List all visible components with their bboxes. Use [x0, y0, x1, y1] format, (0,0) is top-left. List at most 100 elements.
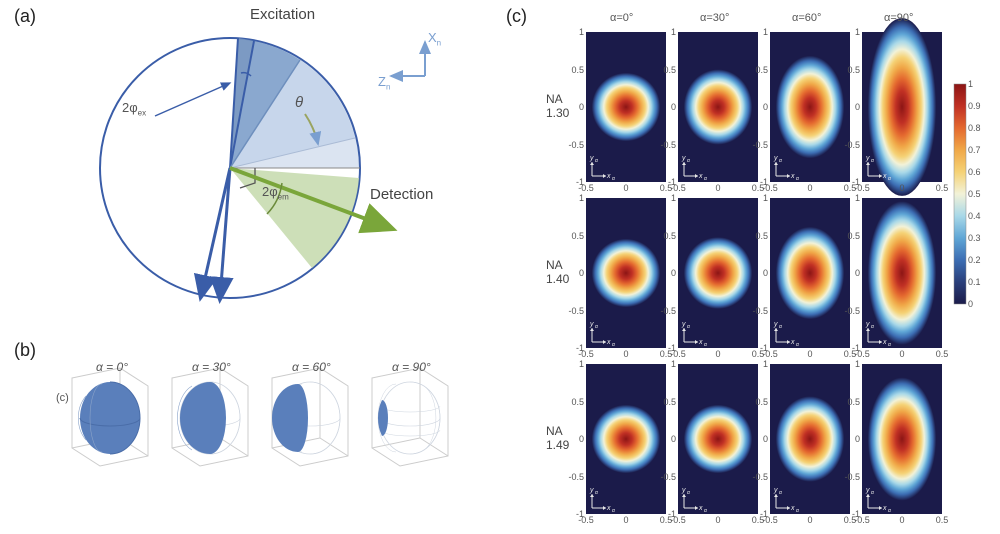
svg-text:x: x — [790, 339, 795, 346]
xtick: 0 — [800, 349, 820, 359]
colorbar-tick: 0 — [968, 299, 973, 309]
panel-b: (c) — [56, 360, 476, 520]
xtick: -0.5 — [668, 183, 688, 193]
svg-text:x: x — [606, 339, 611, 346]
axis-z-label: Zn — [378, 74, 390, 92]
panel-b-label: (b) — [14, 340, 36, 361]
ytick: 0 — [658, 102, 676, 112]
svg-text:α: α — [595, 324, 598, 330]
ytick: -0.5 — [750, 140, 768, 150]
ytick: 1 — [750, 359, 768, 369]
svg-text:α: α — [779, 324, 782, 330]
xtick: 0 — [708, 349, 728, 359]
ytick: 1 — [750, 27, 768, 37]
svg-text:α: α — [687, 158, 690, 164]
ytick: -0.5 — [566, 472, 584, 482]
svg-text:x: x — [698, 173, 703, 180]
figure-root: (a) Excitation — [0, 0, 1000, 534]
ytick: 0.5 — [842, 231, 860, 241]
col-2: α=60° — [792, 12, 821, 24]
colorbar-tick: 0.5 — [968, 189, 981, 199]
svg-text:y: y — [865, 321, 870, 328]
hemi-30 — [172, 368, 248, 466]
ytick: 0 — [566, 434, 584, 444]
xtick: 0 — [708, 183, 728, 193]
ytick: 1 — [566, 27, 584, 37]
xtick: 0 — [616, 349, 636, 359]
xtick: 0 — [892, 515, 912, 525]
ytick: 1 — [750, 193, 768, 203]
svg-text:y: y — [681, 155, 686, 162]
ytick: 1 — [658, 193, 676, 203]
xtick: -0.5 — [852, 515, 872, 525]
alpha-60: α = 60° — [292, 360, 331, 374]
svg-text:α: α — [612, 508, 615, 514]
ytick: 0.5 — [842, 65, 860, 75]
svg-text:α: α — [704, 342, 707, 348]
ytick: 0.5 — [750, 231, 768, 241]
svg-text:x: x — [606, 505, 611, 512]
colorbar-tick: 0.9 — [968, 101, 981, 111]
theta-label: θ — [295, 94, 303, 111]
svg-text:x: x — [882, 505, 887, 512]
ytick: 1 — [566, 193, 584, 203]
alpha-30: α = 30° — [192, 360, 231, 374]
xtick: -0.5 — [760, 349, 780, 359]
svg-text:α: α — [888, 176, 891, 182]
ytick: 0 — [750, 434, 768, 444]
colorbar-tick: 0.6 — [968, 167, 981, 177]
panel-b-inner-c: (c) — [56, 392, 69, 404]
ytick: 0.5 — [566, 65, 584, 75]
svg-text:α: α — [888, 508, 891, 514]
ytick: 0 — [658, 434, 676, 444]
colorbar-tick: 0.3 — [968, 233, 981, 243]
colorbar-tick: 0.8 — [968, 123, 981, 133]
ytick: 0 — [566, 102, 584, 112]
ytick: 0.5 — [842, 397, 860, 407]
ytick: 0 — [658, 268, 676, 278]
svg-text:y: y — [589, 487, 594, 494]
ytick: 0.5 — [566, 397, 584, 407]
colorbar-tick: 0.7 — [968, 145, 981, 155]
ytick: -0.5 — [842, 472, 860, 482]
alpha-90: α = 90° — [392, 360, 431, 374]
svg-text:y: y — [773, 155, 778, 162]
svg-text:α: α — [595, 158, 598, 164]
hemi-90 — [372, 368, 448, 466]
svg-text:x: x — [698, 505, 703, 512]
svg-text:y: y — [681, 487, 686, 494]
svg-text:α: α — [888, 342, 891, 348]
panel-b-svg — [56, 360, 476, 520]
xtick: -0.5 — [576, 349, 596, 359]
ytick: -0.5 — [658, 472, 676, 482]
xtick: -0.5 — [668, 349, 688, 359]
ytick: 0 — [842, 102, 860, 112]
svg-text:α: α — [704, 176, 707, 182]
col-1: α=30° — [700, 12, 729, 24]
ytick: -0.5 — [658, 140, 676, 150]
ytick: 0.5 — [658, 231, 676, 241]
hemi-0 — [72, 368, 148, 466]
svg-text:α: α — [871, 324, 874, 330]
ytick: 0 — [566, 268, 584, 278]
ytick: 0.5 — [750, 65, 768, 75]
col-0: α=0° — [610, 12, 633, 24]
svg-text:α: α — [796, 342, 799, 348]
colorbar-tick: 0.4 — [968, 211, 981, 221]
svg-text:α: α — [612, 176, 615, 182]
ytick: 0.5 — [566, 231, 584, 241]
svg-text:y: y — [589, 321, 594, 328]
colorbar-tick: 0.1 — [968, 277, 981, 287]
xtick: -0.5 — [576, 515, 596, 525]
ytick: 1 — [658, 27, 676, 37]
panel-c-label: (c) — [506, 6, 527, 27]
xtick: 0 — [708, 515, 728, 525]
ytick: 0.5 — [658, 65, 676, 75]
ytick: 1 — [658, 359, 676, 369]
xtick: -0.5 — [576, 183, 596, 193]
svg-text:x: x — [790, 505, 795, 512]
xtick: -0.5 — [760, 183, 780, 193]
phi-em-label: 2φem — [262, 184, 289, 202]
svg-text:α: α — [796, 508, 799, 514]
panel-a: Excitation — [60, 18, 470, 308]
